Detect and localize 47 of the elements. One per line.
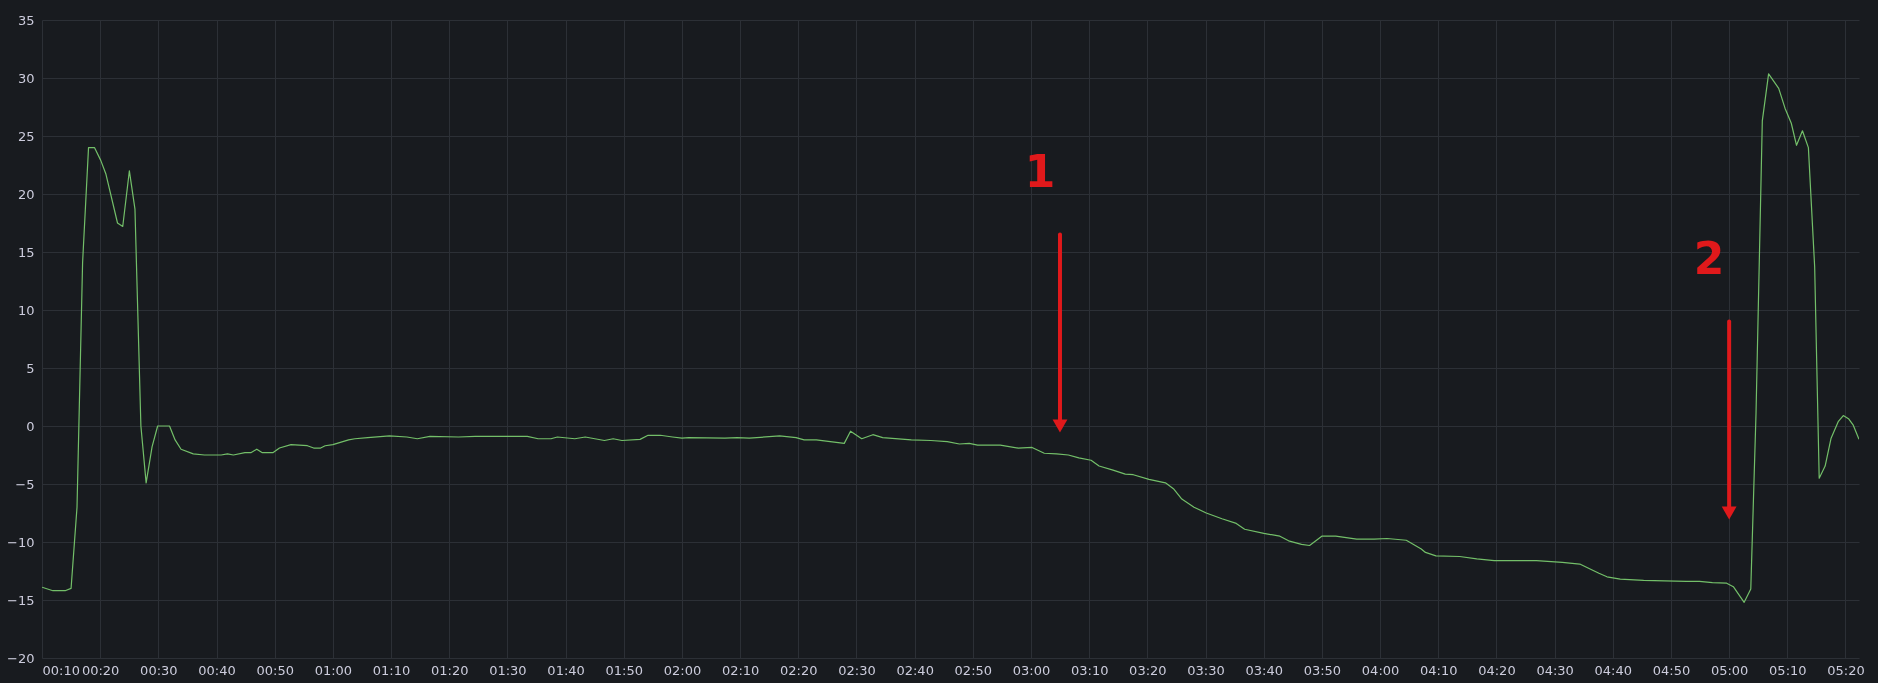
- y-tick-label: 5: [26, 360, 35, 376]
- y-tick-label: 25: [17, 128, 35, 144]
- x-tick-label: 02:00: [663, 662, 702, 678]
- x-tick-label: 03:10: [1070, 662, 1109, 678]
- x-tick-label: 00:10: [42, 662, 80, 678]
- x-tick-label: 01:50: [605, 662, 643, 678]
- x-tick-label: 04:50: [1652, 662, 1691, 678]
- x-tick-label: 04:00: [1361, 662, 1400, 678]
- x-tick-label: 04:30: [1536, 662, 1574, 678]
- x-tick-label: 02:50: [954, 662, 993, 678]
- y-tick-label: −10: [7, 534, 35, 550]
- y-tick-label: 35: [17, 12, 35, 28]
- x-tick-label: 03:50: [1303, 662, 1342, 678]
- x-tick-label: 00:30: [140, 662, 178, 678]
- y-tick-label: 30: [17, 70, 35, 86]
- x-tick-label: 00:40: [198, 662, 236, 678]
- x-tick-label: 03:40: [1245, 662, 1283, 678]
- y-tick-label: 15: [17, 244, 35, 260]
- y-tick-label: 0: [26, 418, 35, 434]
- x-tick-label: 05:10: [1769, 662, 1807, 678]
- x-tick-label: 02:40: [896, 662, 934, 678]
- x-tick-label: 02:10: [721, 662, 760, 678]
- x-tick-label: 03:20: [1129, 662, 1167, 678]
- y-tick-label: 20: [17, 186, 35, 202]
- x-tick-label: 01:00: [314, 662, 353, 678]
- annotation: 1: [1024, 146, 1056, 198]
- x-tick-label: 05:00: [1710, 662, 1749, 678]
- y-tick-label: 10: [17, 302, 35, 318]
- x-tick-label: 01:20: [430, 662, 469, 678]
- x-tick-label: 02:20: [780, 662, 818, 678]
- x-tick-label: 00:20: [81, 662, 120, 678]
- x-tick-label: 02:30: [838, 662, 876, 678]
- x-tick-label: 01:10: [372, 662, 411, 678]
- x-tick-label: 03:30: [1187, 662, 1225, 678]
- x-tick-label: 04:40: [1594, 662, 1633, 678]
- line-series: [42, 73, 1859, 603]
- x-tick-label: 01:30: [489, 662, 527, 678]
- x-tick-label: 04:20: [1478, 662, 1516, 678]
- x-tick-label: 03:00: [1012, 662, 1051, 678]
- annotation: 2: [1693, 233, 1725, 285]
- y-tick-label: −5: [15, 476, 35, 492]
- y-tick-label: −20: [7, 650, 35, 666]
- x-tick-label: 04:10: [1420, 662, 1458, 678]
- x-tick-label: 01:40: [547, 662, 585, 678]
- y-tick-label: −15: [7, 592, 35, 608]
- x-tick-label: 05:20: [1827, 662, 1865, 678]
- x-tick-label: 00:50: [256, 662, 294, 678]
